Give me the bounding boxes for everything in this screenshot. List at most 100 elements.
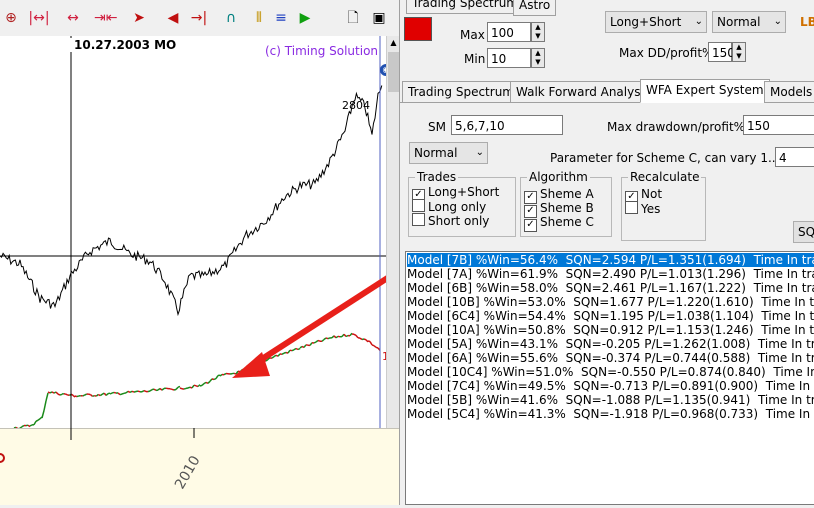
list-item[interactable]: Model [7B] %Win=56.4% SQN=2.594 P/L=1.35… <box>407 253 814 267</box>
list-item[interactable]: Model [10C4] %Win=51.0% SQN=-0.550 P/L=0… <box>407 365 814 379</box>
min-spinner[interactable]: ▲▼ <box>531 48 545 68</box>
max-spinner[interactable]: ▲▼ <box>531 22 545 42</box>
chart-scrollbar[interactable]: ▲ <box>386 36 400 428</box>
wfa-normal-select[interactable]: Normal⌄ <box>409 142 488 164</box>
checkbox-label: Short only <box>428 214 489 228</box>
chart-toolbar: ⊕ |↔| ↔ ⇥⇤ ➤ ◀ →| ∩ ⦀ ≡ ▶ 🗋 ▣ <box>0 0 399 37</box>
equity-segment <box>56 392 58 394</box>
equity-segment <box>350 333 352 336</box>
move-left-icon[interactable]: ◀ <box>162 8 184 28</box>
equity-segment <box>110 393 112 394</box>
equity-segment <box>364 339 366 340</box>
equity-segment <box>58 394 60 395</box>
expand-range-icon[interactable]: |↔| <box>28 8 50 28</box>
save-icon[interactable]: ▣ <box>368 8 390 28</box>
equity-segment <box>112 392 114 393</box>
sqn-button[interactable]: SQ <box>793 221 814 243</box>
magnet-icon[interactable]: ∩ <box>220 8 242 28</box>
list-item[interactable]: Model [5A] %Win=43.1% SQN=-0.205 P/L=1.2… <box>407 337 814 351</box>
list-item[interactable]: Model [7C4] %Win=49.5% SQN=-0.713 P/L=0.… <box>407 379 814 393</box>
equity-segment <box>22 426 24 427</box>
tab-models[interactable]: Models L <box>764 81 814 103</box>
price-chart[interactable]: 2804 112 ◉ <box>0 36 386 428</box>
recalculate-title: Recalculate <box>628 170 701 184</box>
print-icon[interactable]: 🗋 <box>342 8 364 28</box>
equity-segment <box>154 389 156 390</box>
tab-walk-forward[interactable]: Walk Forward Analysis <box>510 81 656 103</box>
tab-astro[interactable]: Astro <box>513 0 556 16</box>
list-item[interactable]: Model [6C4] %Win=54.4% SQN=1.195 P/L=1.0… <box>407 309 814 323</box>
equity-series <box>14 333 380 428</box>
equity-segment <box>30 425 32 426</box>
equity-segment <box>212 379 214 380</box>
max-drawdown-input[interactable]: 150 <box>743 115 814 135</box>
equity-segment <box>336 336 338 338</box>
equity-segment <box>284 353 286 354</box>
list-item[interactable]: Model [10B] %Win=53.0% SQN=1.677 P/L=1.2… <box>407 295 814 309</box>
models-list[interactable]: Model [7B] %Win=56.4% SQN=2.594 P/L=1.35… <box>405 251 814 505</box>
tool-icon[interactable]: ≡ <box>270 8 292 28</box>
trades-title: Trades <box>415 170 458 184</box>
equity-segment <box>362 339 364 340</box>
equity-segment <box>354 334 356 335</box>
stretch-icon[interactable]: ↔ <box>62 8 84 28</box>
equity-segment <box>60 394 62 395</box>
chart-pane: ⊕ |↔| ↔ ⇥⇤ ➤ ◀ →| ∩ ⦀ ≡ ▶ 🗋 ▣ 2804 112 ◉… <box>0 0 399 505</box>
tab-trading-spectrum-top[interactable]: Trading Spectrum <box>406 0 524 14</box>
max-input[interactable]: 100 <box>487 22 531 42</box>
equity-segment <box>75 396 77 397</box>
equity-segment <box>370 342 372 345</box>
equity-segment <box>118 393 120 395</box>
list-item[interactable]: Model [6B] %Win=58.0% SQN=2.461 P/L=1.16… <box>407 281 814 295</box>
equity-segment <box>174 390 176 391</box>
param-input[interactable]: 4 <box>775 147 814 167</box>
zoom-icon[interactable]: ⊕ <box>0 8 22 28</box>
normal-select[interactable]: Normal⌄ <box>712 11 786 33</box>
equity-segment <box>290 350 292 351</box>
go-end-icon[interactable]: →| <box>188 8 210 28</box>
sm-label: SM <box>428 120 446 134</box>
trade-mode-select[interactable]: Long+Short⌄ <box>605 11 707 33</box>
color-swatch-button[interactable] <box>404 17 432 41</box>
list-item[interactable]: Model [5B] %Win=41.6% SQN=-1.088 P/L=1.1… <box>407 393 814 407</box>
equity-segment <box>298 349 300 350</box>
checkbox-long-only[interactable]: Long only <box>412 199 486 214</box>
max-drawdown-label: Max drawdown/profit% <box>607 120 745 134</box>
maxdd-spinner[interactable]: ▲▼ <box>732 42 746 62</box>
forecast-icon[interactable]: ▶ <box>294 8 316 28</box>
list-item[interactable]: Model [7A] %Win=61.9% SQN=2.490 P/L=1.01… <box>407 267 814 281</box>
checkbox-scheme-c[interactable]: ✓Sheme C <box>524 215 594 232</box>
list-item[interactable]: Model [10A] %Win=50.8% SQN=0.912 P/L=1.1… <box>407 323 814 337</box>
chevron-down-icon: ⌄ <box>774 12 782 32</box>
list-item[interactable]: Model [6A] %Win=55.6% SQN=-0.374 P/L=0.7… <box>407 351 814 365</box>
checkbox-label: Sheme A <box>540 187 594 201</box>
equity-segment <box>216 376 218 379</box>
chevron-down-icon: ⌄ <box>695 12 703 32</box>
equity-segment <box>304 345 306 348</box>
scroll-thumb[interactable] <box>388 52 399 92</box>
equity-segment <box>89 394 91 395</box>
equity-segment <box>71 394 73 395</box>
tab-wfa-expert[interactable]: WFA Expert System <box>640 79 770 103</box>
maxdd-input[interactable]: 150 <box>708 42 732 62</box>
min-input[interactable]: 10 <box>487 48 531 68</box>
scroll-up-icon[interactable]: ▲ <box>388 38 399 50</box>
cycles-icon[interactable]: ⦀ <box>248 8 270 28</box>
equity-segment <box>83 395 85 396</box>
equity-segment <box>368 341 370 342</box>
move-right-icon[interactable]: ➤ <box>128 8 150 28</box>
equity-segment <box>334 336 336 338</box>
equity-segment <box>85 394 87 395</box>
compress-icon[interactable]: ⇥⇤ <box>94 8 116 28</box>
equity-segment <box>274 355 276 356</box>
sm-input[interactable]: 5,6,7,10 <box>451 115 563 135</box>
list-item[interactable]: Model [5C4] %Win=41.3% SQN=-1.918 P/L=0.… <box>407 407 814 421</box>
equity-segment <box>106 394 108 396</box>
tab-trading-spectrum[interactable]: Trading Spectrum <box>402 81 520 103</box>
equity-segment <box>176 387 178 389</box>
max-label: Max <box>460 28 485 42</box>
equity-segment <box>73 395 75 397</box>
checkbox-recalc-yes[interactable]: Yes <box>625 201 660 216</box>
checkbox-short-only[interactable]: Short only <box>412 213 489 228</box>
equity-segment <box>46 393 48 401</box>
